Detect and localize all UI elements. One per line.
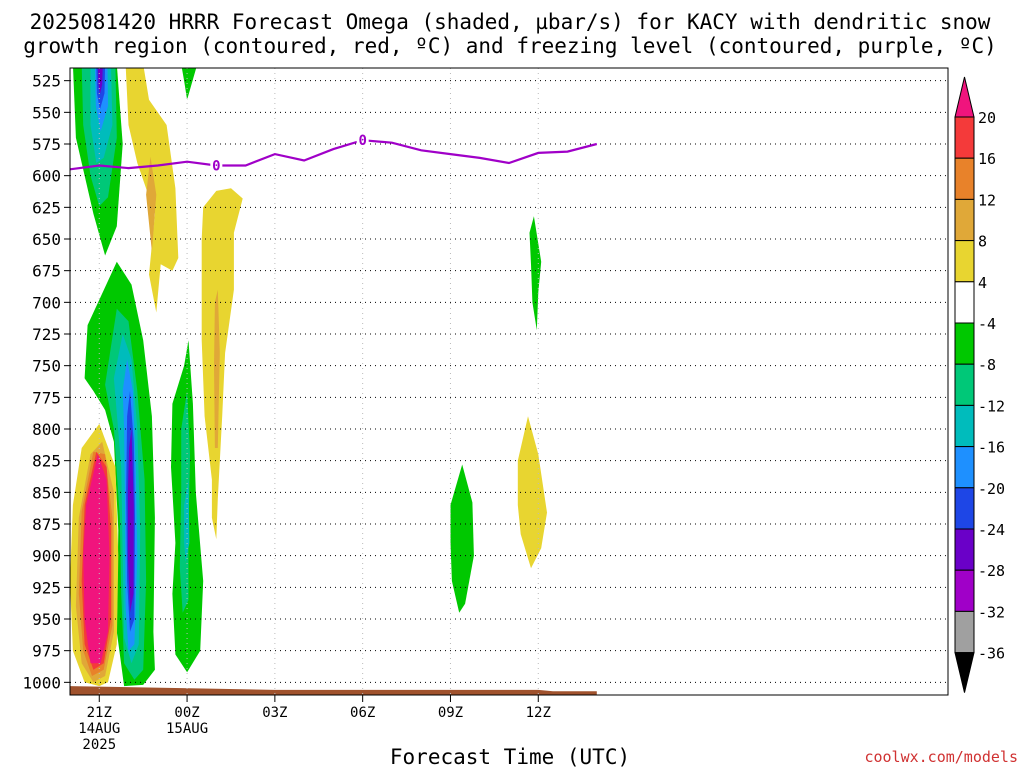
y-tick-label-825: 825: [32, 452, 61, 471]
x-tick-label-0-0: 21Z: [87, 705, 112, 721]
colorbar-swatch-3: [954, 198, 975, 242]
omega-region-24: [214, 289, 220, 448]
omega-region-27: [450, 464, 474, 613]
colorbar-swatch-4: [954, 240, 975, 283]
colorbar-label-11: -28: [978, 562, 1005, 580]
colorbar-label-7: -12: [978, 397, 1005, 415]
terrain-band: [70, 686, 597, 695]
y-tick-label-575: 575: [32, 135, 61, 154]
omega-region-8: [181, 68, 197, 100]
y-tick-label-725: 725: [32, 325, 61, 344]
colorbar-label-10: -24: [978, 521, 1005, 539]
y-tick-label-650: 650: [32, 230, 61, 249]
colorbar-arrow-bottom: [954, 652, 975, 693]
colorbar-swatch-6: [954, 322, 975, 365]
colorbar-swatch-13: [954, 610, 975, 654]
omega-region-26: [517, 416, 547, 569]
omega-region-14: [127, 429, 134, 613]
y-tick-label-675: 675: [32, 262, 61, 281]
colorbar-label-2: 12: [978, 191, 996, 209]
omega-region-7: [146, 156, 157, 252]
y-tick-label-950: 950: [32, 610, 61, 629]
colorbar-swatch-11: [954, 528, 975, 571]
colorbar-label-1: 16: [978, 150, 996, 168]
colorbar-swatch-8: [954, 404, 975, 448]
terrain-fill: [70, 686, 597, 695]
colorbar-label-4: 4: [978, 274, 987, 292]
x-tick-label-2-0: 03Z: [262, 705, 287, 721]
y-tick-label-775: 775: [32, 388, 61, 407]
colorbar-swatch-9: [954, 446, 975, 489]
chart-title-line-1: 2025081420 HRRR Forecast Omega (shaded, …: [30, 10, 991, 34]
x-tick-label-1-0: 00Z: [174, 705, 199, 721]
x-tick-label-1-1: 15AUG: [166, 721, 208, 737]
credit-text: coolwx.com/models: [864, 748, 1018, 766]
y-tick-label-525: 525: [32, 72, 61, 91]
y-tick-label-900: 900: [32, 547, 61, 566]
colorbar-label-9: -20: [978, 480, 1005, 498]
colorbar-label-6: -8: [978, 356, 996, 374]
chart-title-line-2: growth region (contoured, red, ºC) and f…: [23, 34, 997, 58]
colorbar-swatch-2: [954, 157, 975, 200]
y-tick-label-550: 550: [32, 103, 61, 122]
freezing-level-contour: 00: [70, 132, 598, 175]
y-tick-label-975: 975: [32, 642, 61, 661]
colorbar: 20 16 12 8 4 -4 -8 -12 -16 -20 -24 -28 -32 -36: [954, 76, 1005, 693]
colorbar-label-5: -4: [978, 315, 996, 333]
y-tick-label-875: 875: [32, 515, 61, 534]
y-tick-label-850: 850: [32, 483, 61, 502]
y-tick-label-700: 700: [32, 293, 61, 312]
colorbar-swatch-10: [954, 487, 975, 530]
freezing-label-bg-1: [356, 132, 369, 148]
colorbar-arrow-top: [954, 76, 975, 118]
colorbar-label-13: -36: [978, 645, 1005, 663]
colorbar-label-8: -16: [978, 439, 1005, 457]
colorbar-label-12: -32: [978, 603, 1005, 621]
x-tick-label-3-0: 06Z: [350, 705, 375, 721]
colorbar-label-3: 8: [978, 233, 987, 251]
omega-region-22: [184, 479, 190, 562]
colorbar-swatch-5: [954, 281, 975, 324]
x-tick-label-0-1: 14AUG: [78, 721, 120, 737]
omega-region-25: [529, 216, 542, 331]
x-tick-label-0-2: 2025: [82, 737, 116, 753]
freezing-level-line: [70, 139, 598, 171]
omega-region-23: [201, 188, 243, 540]
freezing-level-label-0: 0: [212, 159, 220, 175]
plot-frame: [69, 67, 949, 696]
y-axis: 525 550 575 600 625 650 675 700 725 750 775 800 825 8…: [22, 72, 70, 692]
y-tick-label-750: 750: [32, 357, 61, 376]
x-tick-label-5-0: 12Z: [526, 705, 551, 721]
omega-shading: [70, 68, 547, 687]
freezing-label-bg-0: [210, 157, 223, 173]
y-tick-label-600: 600: [32, 167, 61, 186]
freezing-level-label-1: 0: [358, 133, 366, 149]
x-axis-label: Forecast Time (UTC): [390, 745, 630, 768]
colorbar-swatch-12: [954, 569, 975, 612]
y-tick-label-625: 625: [32, 198, 61, 217]
y-tick-label-1000: 1000: [22, 673, 61, 692]
colorbar-swatch-1: [954, 116, 975, 159]
omega-region-5: [97, 68, 103, 95]
colorbar-label-0: 20: [978, 109, 996, 127]
y-tick-label-800: 800: [32, 420, 61, 439]
colorbar-swatch-7: [954, 363, 975, 406]
y-tick-label-925: 925: [32, 578, 61, 597]
x-tick-label-4-0: 09Z: [438, 705, 463, 721]
omega-region-19: [83, 454, 110, 664]
